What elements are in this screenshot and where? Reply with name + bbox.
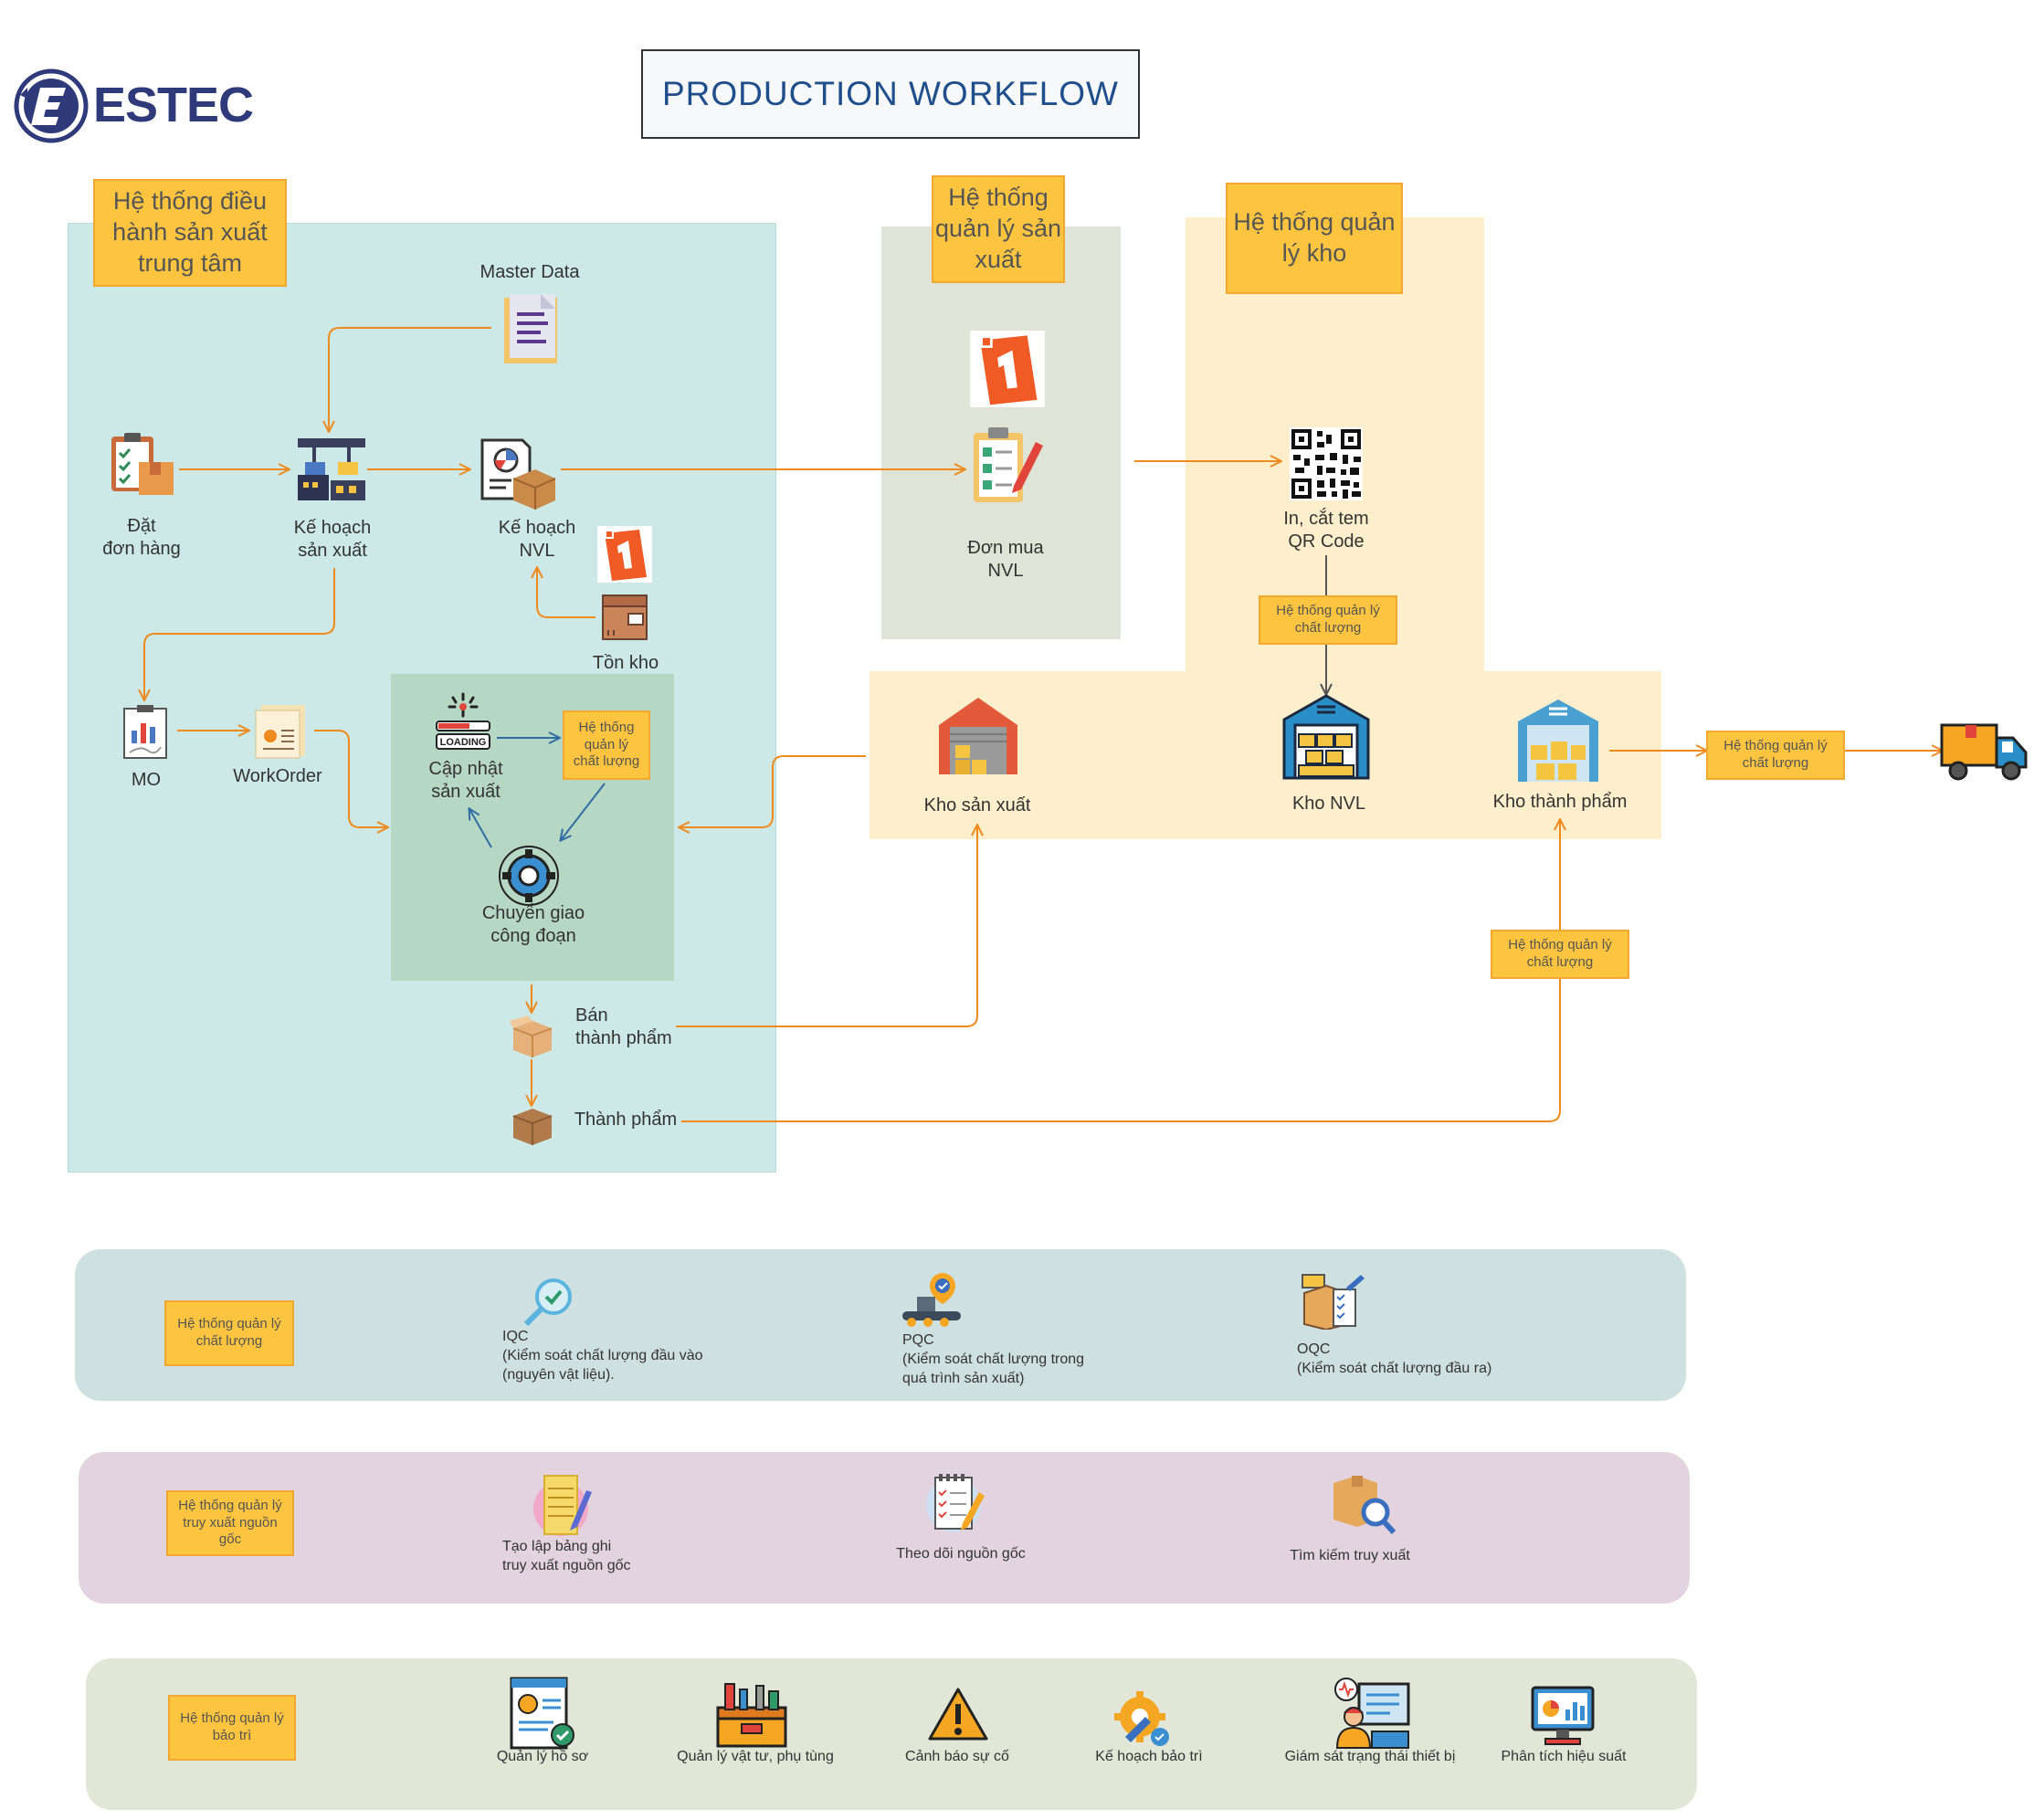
monitor-worker-icon (1334, 1678, 1410, 1749)
qc-box-icon (1302, 1274, 1365, 1330)
traceability-band-label: Hệ thống quản lý truy xuất nguồn gốc (166, 1490, 294, 1556)
quality-item-iqc: IQC (Kiểm soát chất lượng đầu vào (nguyê… (502, 1329, 703, 1383)
gear-icon (499, 846, 559, 906)
warehouse-zone-label: Hệ thống quản lý kho (1226, 183, 1403, 294)
one-brand-icon (597, 526, 652, 583)
purchase-order-label: Đơn mua NVL (967, 538, 1044, 581)
warehouse-red-icon (939, 698, 1017, 774)
toolbox-icon (716, 1683, 787, 1748)
open-box-icon (510, 1015, 553, 1057)
traceability-item-search: Tìm kiếm truy xuất (1290, 1548, 1410, 1563)
update-production-label: Cập nhật sản xuất (428, 759, 503, 802)
page-title: PRODUCTION WORKFLOW (641, 49, 1140, 139)
master-data-label: Master Data (480, 262, 580, 282)
maintenance-band-label: Hệ thống quản lý bảo trì (168, 1695, 296, 1761)
mo-label: MO (131, 770, 162, 790)
qr-code-icon (1290, 427, 1363, 500)
inventory-box-icon (602, 594, 648, 640)
quality-item-pqc: PQC (Kiểm soát chất lượng trong quá trìn… (902, 1332, 1085, 1386)
warehouse-blue-icon (1282, 694, 1370, 780)
finished-label: Thành phẩm (574, 1110, 678, 1130)
maintenance-item-plan: Kế hoạch bảo trì (1095, 1749, 1203, 1764)
loading-icon (436, 692, 490, 750)
quality-item-oqc: OQC (Kiểm soát chất lượng đầu ra) (1297, 1341, 1492, 1376)
qc-tag-qr: Hệ thống quản lý chất lượng (1259, 595, 1397, 645)
wh-material-label: Kho NVL (1291, 794, 1366, 814)
production-zone-label: Hệ thống quản lý sản xuất (932, 175, 1065, 283)
wh-production-label: Kho sản xuất (923, 795, 1031, 815)
stage-transfer-label: Chuyển giao công đoạn (481, 903, 585, 946)
logo-text: ESTEC (93, 78, 254, 132)
material-plan-label: Kế hoạch NVL (498, 518, 576, 561)
wh-finished-label: Kho thành phẩm (1492, 792, 1628, 812)
inventory-label: Tồn kho (592, 653, 659, 673)
semi-finished-label: Bán thành phẩm (575, 1005, 672, 1048)
quality-band-label: Hệ thống quản lý chất lượng (164, 1300, 294, 1366)
profile-doc-icon (510, 1677, 574, 1750)
workorder-doc-icon (255, 705, 305, 759)
conveyor-check-icon (902, 1273, 961, 1327)
estec-logo: ESTEC (13, 68, 254, 144)
production-plan-label: Kế hoạch sản xuất (293, 518, 372, 561)
order-label: Đặt đơn hàng (102, 516, 181, 559)
document-icon (504, 294, 557, 363)
delivery-truck-icon (1940, 723, 2028, 781)
quality-band (75, 1249, 1686, 1401)
maintenance-item-supplies: Quản lý vật tư, phụ tùng (677, 1749, 834, 1764)
factory-robot-icon (298, 438, 365, 500)
maintenance-item-warning: Cảnh báo sự cố (905, 1749, 1009, 1764)
checklist-pencil-icon (926, 1474, 985, 1532)
workorder-label: WorkOrder (233, 766, 322, 786)
clipboard-order-icon (111, 433, 174, 495)
one-brand-icon-large (970, 331, 1045, 407)
maintenance-item-analytics: Phân tích hiệu suất (1501, 1749, 1627, 1764)
traceability-band (79, 1452, 1690, 1604)
material-plan-icon (480, 438, 556, 510)
box-search-icon (1333, 1476, 1396, 1534)
qr-print-label: In, cắt tem QR Code (1283, 509, 1369, 552)
maintenance-band (86, 1658, 1697, 1810)
closed-box-icon (512, 1109, 553, 1145)
qc-tag-in-loop: Hệ thống quản lý chất lượng (563, 710, 650, 780)
qc-tag-shipping: Hệ thống quản lý chất lượng (1706, 731, 1845, 780)
magnifier-check-icon (523, 1278, 572, 1327)
traceability-item-track: Theo dõi nguồn gốc (896, 1546, 1026, 1562)
loading-text: LOADING (439, 737, 487, 748)
clipboard-checklist-icon (974, 427, 1043, 502)
gear-wrench-icon (1114, 1691, 1169, 1746)
traceability-item-create: Tạo lập bảng ghi truy xuất nguồn gốc (502, 1539, 631, 1573)
report-chart-icon (123, 705, 167, 759)
central-zone-label: Hệ thống điều hành sản xuất trung tâm (93, 179, 287, 287)
qc-tag-finished: Hệ thống quản lý chất lượng (1491, 930, 1629, 979)
estec-logo-icon (14, 68, 89, 143)
arrow-finished-qc (681, 975, 1561, 1122)
maintenance-item-profiles: Quản lý hồ sơ (496, 1749, 589, 1764)
notepad-pencil-icon (533, 1475, 592, 1536)
warehouse-light-icon (1518, 700, 1598, 782)
warning-icon (928, 1688, 988, 1741)
maintenance-item-monitoring: Giám sát trạng thái thiết bị (1284, 1749, 1456, 1764)
analytics-monitor-icon (1531, 1686, 1595, 1745)
